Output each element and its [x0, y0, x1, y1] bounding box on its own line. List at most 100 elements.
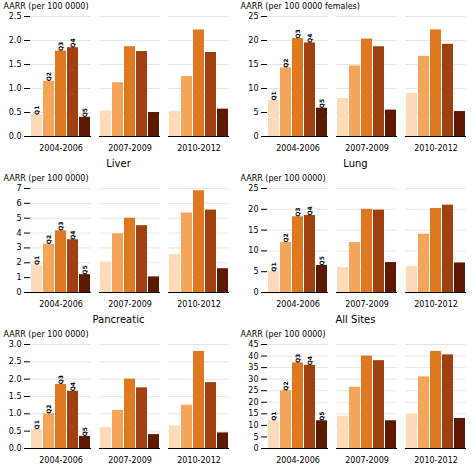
- svg-text:Q1: Q1: [270, 411, 277, 420]
- svg-text:10: 10: [248, 246, 258, 255]
- svg-text:Q4: Q4: [306, 34, 313, 43]
- svg-text:2007-2009: 2007-2009: [108, 456, 152, 465]
- svg-text:0: 0: [253, 444, 258, 453]
- svg-text:15: 15: [248, 60, 258, 69]
- svg-text:AARR (per 100 0000): AARR (per 100 0000): [4, 330, 89, 339]
- svg-text:Q2: Q2: [282, 381, 289, 390]
- svg-text:Q3: Q3: [294, 208, 301, 217]
- svg-text:AARR (per 100 0000): AARR (per 100 0000): [241, 330, 326, 339]
- svg-text:Q2: Q2: [45, 405, 52, 414]
- svg-text:AARR (per 100 0000): AARR (per 100 0000): [4, 174, 89, 183]
- svg-text:40: 40: [248, 352, 258, 361]
- svg-text:3: 3: [16, 243, 21, 252]
- svg-text:2007-2009: 2007-2009: [345, 144, 389, 153]
- svg-text:2004-2006: 2004-2006: [39, 300, 83, 309]
- svg-text:5: 5: [253, 433, 258, 442]
- html-text:Pancreatic: Pancreatic: [92, 314, 145, 325]
- svg-text:Q4: Q4: [69, 38, 76, 47]
- svg-text:2007-2009: 2007-2009: [108, 300, 152, 309]
- svg-text:Q5: Q5: [318, 411, 325, 420]
- svg-text:10: 10: [248, 84, 258, 93]
- svg-text:2007-2009: 2007-2009: [108, 144, 152, 153]
- svg-text:5: 5: [253, 108, 258, 117]
- svg-text:1.0: 1.0: [9, 409, 22, 418]
- svg-text:2.0: 2.0: [9, 36, 22, 45]
- svg-text:2004-2006: 2004-2006: [39, 456, 83, 465]
- svg-text:20: 20: [248, 36, 258, 45]
- svg-text:20: 20: [248, 398, 258, 407]
- svg-text:7: 7: [16, 184, 21, 193]
- html-text:Lung: Lung: [343, 158, 368, 169]
- svg-text:25: 25: [248, 184, 258, 193]
- svg-text:1.0: 1.0: [9, 84, 22, 93]
- svg-text:1: 1: [16, 273, 21, 282]
- svg-text:2010-2012: 2010-2012: [177, 300, 221, 309]
- svg-text:2004-2006: 2004-2006: [39, 144, 83, 153]
- svg-text:Q3: Q3: [57, 222, 64, 231]
- svg-text:2004-2006: 2004-2006: [276, 456, 320, 465]
- svg-text:Q1: Q1: [270, 91, 277, 100]
- svg-text:45: 45: [248, 340, 258, 349]
- svg-text:30: 30: [248, 375, 258, 384]
- svg-text:0.0: 0.0: [9, 132, 22, 141]
- svg-text:2010-2012: 2010-2012: [414, 144, 458, 153]
- svg-text:2.5: 2.5: [9, 357, 22, 366]
- svg-text:Q2: Q2: [45, 72, 52, 81]
- svg-text:3.0: 3.0: [9, 340, 22, 349]
- svg-text:Q2: Q2: [282, 233, 289, 242]
- svg-text:Q3: Q3: [57, 375, 64, 384]
- svg-text:Q3: Q3: [57, 42, 64, 51]
- svg-text:2004-2006: 2004-2006: [276, 144, 320, 153]
- svg-text:0: 0: [253, 132, 258, 141]
- svg-text:0: 0: [16, 288, 21, 297]
- svg-text:Q3: Q3: [294, 354, 301, 363]
- svg-text:2: 2: [16, 258, 21, 267]
- svg-text:25: 25: [248, 386, 258, 395]
- svg-text:Q1: Q1: [270, 262, 277, 271]
- svg-text:0.0: 0.0: [9, 444, 22, 453]
- svg-text:2004-2006: 2004-2006: [276, 300, 320, 309]
- svg-text:2.5: 2.5: [9, 12, 22, 21]
- svg-text:Q1: Q1: [33, 106, 40, 115]
- svg-text:2.0: 2.0: [9, 375, 22, 384]
- svg-text:Q1: Q1: [33, 420, 40, 429]
- svg-text:Q5: Q5: [318, 256, 325, 265]
- svg-text:Q5: Q5: [81, 108, 88, 117]
- svg-text:Q3: Q3: [294, 29, 301, 38]
- svg-text:0: 0: [253, 288, 258, 297]
- svg-text:Q2: Q2: [45, 235, 52, 244]
- svg-text:15: 15: [248, 409, 258, 418]
- svg-text:5: 5: [16, 214, 21, 223]
- svg-text:Q4: Q4: [306, 356, 313, 365]
- svg-text:35: 35: [248, 363, 258, 372]
- svg-text:AARR (per 100 0000 females): AARR (per 100 0000 females): [241, 2, 360, 11]
- svg-text:1.5: 1.5: [9, 392, 22, 401]
- svg-text:2010-2012: 2010-2012: [177, 144, 221, 153]
- svg-text:20: 20: [248, 205, 258, 214]
- svg-text:Q5: Q5: [81, 265, 88, 274]
- svg-text:Q4: Q4: [306, 206, 313, 215]
- svg-text:5: 5: [253, 267, 258, 276]
- svg-text:Q5: Q5: [318, 99, 325, 108]
- svg-text:Q4: Q4: [69, 382, 76, 391]
- svg-text:0.5: 0.5: [9, 108, 22, 117]
- svg-text:25: 25: [248, 12, 258, 21]
- svg-text:Q2: Q2: [282, 59, 289, 68]
- svg-text:0.5: 0.5: [9, 427, 22, 436]
- svg-text:2010-2012: 2010-2012: [177, 456, 221, 465]
- svg-text:Q1: Q1: [33, 256, 40, 265]
- svg-text:2010-2012: 2010-2012: [414, 300, 458, 309]
- svg-text:AARR (per 100 0000): AARR (per 100 0000): [4, 2, 89, 11]
- svg-text:2007-2009: 2007-2009: [345, 456, 389, 465]
- svg-text:2007-2009: 2007-2009: [345, 300, 389, 309]
- html-text:Liver: Liver: [106, 158, 131, 169]
- svg-text:AARR (per 100 0000): AARR (per 100 0000): [241, 174, 326, 183]
- svg-text:4: 4: [16, 229, 21, 238]
- svg-text:15: 15: [248, 226, 258, 235]
- svg-text:10: 10: [248, 421, 258, 430]
- svg-text:2010-2012: 2010-2012: [414, 456, 458, 465]
- svg-text:1.5: 1.5: [9, 60, 22, 69]
- svg-text:Q4: Q4: [69, 230, 76, 239]
- svg-text:6: 6: [16, 199, 21, 208]
- svg-text:Q5: Q5: [81, 427, 88, 436]
